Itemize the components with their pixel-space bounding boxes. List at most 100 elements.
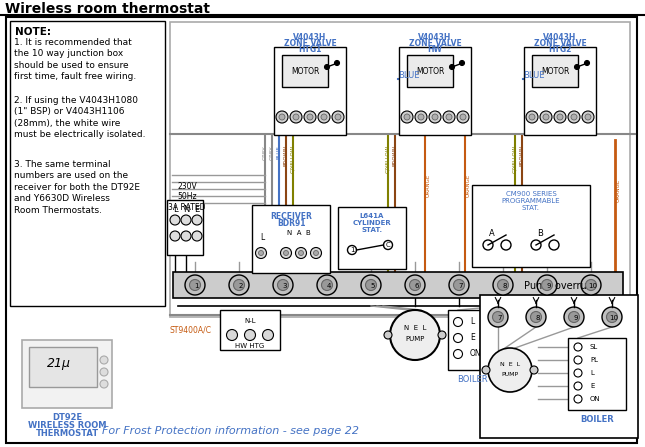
Bar (338, 207, 406, 269)
Bar (170, 22, 630, 317)
Circle shape (429, 111, 441, 123)
Text: 2. If using the V4043H1080
(1" BSP) or V4043H1106
(28mm), the white wire
must be: 2. If using the V4043H1080 (1" BSP) or V… (14, 96, 146, 139)
Text: WIRELESS ROOM: WIRELESS ROOM (28, 421, 106, 430)
Circle shape (529, 114, 535, 120)
Circle shape (318, 111, 330, 123)
Circle shape (446, 114, 452, 120)
Circle shape (290, 111, 302, 123)
Circle shape (332, 111, 344, 123)
Text: ORANGE: ORANGE (426, 173, 430, 197)
Bar (10, 21, 165, 306)
Text: ZONE VALVE: ZONE VALVE (533, 39, 586, 48)
Bar (173, 272, 623, 298)
Circle shape (530, 312, 542, 322)
Text: 8: 8 (535, 316, 540, 321)
Circle shape (100, 368, 108, 376)
Circle shape (401, 111, 413, 123)
Circle shape (526, 111, 538, 123)
Text: CYLINDER: CYLINDER (353, 220, 392, 226)
Text: DT92E: DT92E (52, 413, 82, 422)
Circle shape (493, 312, 504, 322)
Circle shape (549, 240, 559, 250)
Text: 9: 9 (546, 283, 551, 290)
Text: HW HTG: HW HTG (235, 343, 264, 349)
Text: N  E  L: N E L (404, 325, 426, 331)
Circle shape (530, 366, 538, 374)
Text: CM900 SERIES: CM900 SERIES (506, 191, 557, 197)
Text: For Frost Protection information - see page 22: For Frost Protection information - see p… (101, 426, 359, 436)
Text: PL: PL (590, 357, 598, 363)
Circle shape (438, 331, 446, 339)
Circle shape (581, 275, 601, 295)
Circle shape (568, 312, 579, 322)
Circle shape (453, 317, 462, 326)
Circle shape (415, 111, 427, 123)
Text: STAT.: STAT. (361, 227, 382, 233)
Text: PUMP: PUMP (405, 336, 424, 342)
Text: GREY: GREY (270, 145, 275, 160)
Bar (407, 55, 453, 87)
Circle shape (310, 248, 321, 258)
Bar (220, 310, 280, 350)
Circle shape (192, 215, 202, 225)
Circle shape (571, 114, 577, 120)
Text: 8: 8 (502, 283, 507, 290)
Circle shape (384, 331, 392, 339)
Circle shape (284, 250, 288, 256)
Circle shape (575, 64, 579, 69)
Text: PUMP: PUMP (501, 371, 519, 376)
Bar (472, 185, 590, 267)
Circle shape (361, 275, 381, 295)
Circle shape (450, 64, 455, 69)
Circle shape (574, 395, 582, 403)
Circle shape (259, 250, 264, 256)
Circle shape (307, 114, 313, 120)
Bar (22, 340, 112, 408)
Bar (480, 295, 638, 438)
Circle shape (418, 114, 424, 120)
Text: BROWN: BROWN (284, 145, 288, 166)
Text: MOTOR: MOTOR (291, 67, 319, 76)
Circle shape (276, 111, 288, 123)
Text: B: B (537, 228, 543, 237)
Circle shape (584, 60, 590, 66)
Circle shape (586, 279, 597, 291)
Text: THERMOSTAT: THERMOSTAT (35, 429, 99, 438)
Text: HTG2: HTG2 (548, 45, 571, 54)
Text: HTG1: HTG1 (298, 45, 322, 54)
Text: L: L (470, 317, 474, 326)
Circle shape (493, 275, 513, 295)
Circle shape (554, 111, 566, 123)
Text: HW: HW (428, 45, 442, 54)
Circle shape (244, 329, 255, 341)
Circle shape (482, 366, 490, 374)
Circle shape (526, 307, 546, 327)
Text: G/YELLOW: G/YELLOW (290, 145, 295, 173)
Text: BROWN: BROWN (519, 145, 524, 166)
Text: G/YELLOW: G/YELLOW (386, 145, 390, 173)
Text: 1. It is recommended that
the 10 way junction box
should be used to ensure
first: 1. It is recommended that the 10 way jun… (14, 38, 136, 81)
Text: A: A (489, 228, 495, 237)
Circle shape (557, 114, 563, 120)
Circle shape (293, 114, 299, 120)
Bar (532, 55, 578, 87)
Circle shape (335, 114, 341, 120)
Text: C: C (386, 242, 390, 248)
Circle shape (404, 114, 410, 120)
Bar (167, 200, 203, 255)
Text: E: E (470, 333, 475, 342)
Circle shape (410, 279, 421, 291)
Text: 9: 9 (573, 316, 578, 321)
Text: BROWN: BROWN (393, 145, 397, 166)
Circle shape (321, 279, 333, 291)
Circle shape (181, 231, 191, 241)
Bar (29, 347, 97, 387)
Circle shape (457, 111, 469, 123)
Text: V4043H: V4043H (419, 33, 452, 42)
Circle shape (488, 307, 508, 327)
Bar (524, 47, 596, 135)
Circle shape (574, 382, 582, 390)
Circle shape (453, 279, 464, 291)
Circle shape (317, 275, 337, 295)
Circle shape (229, 275, 249, 295)
